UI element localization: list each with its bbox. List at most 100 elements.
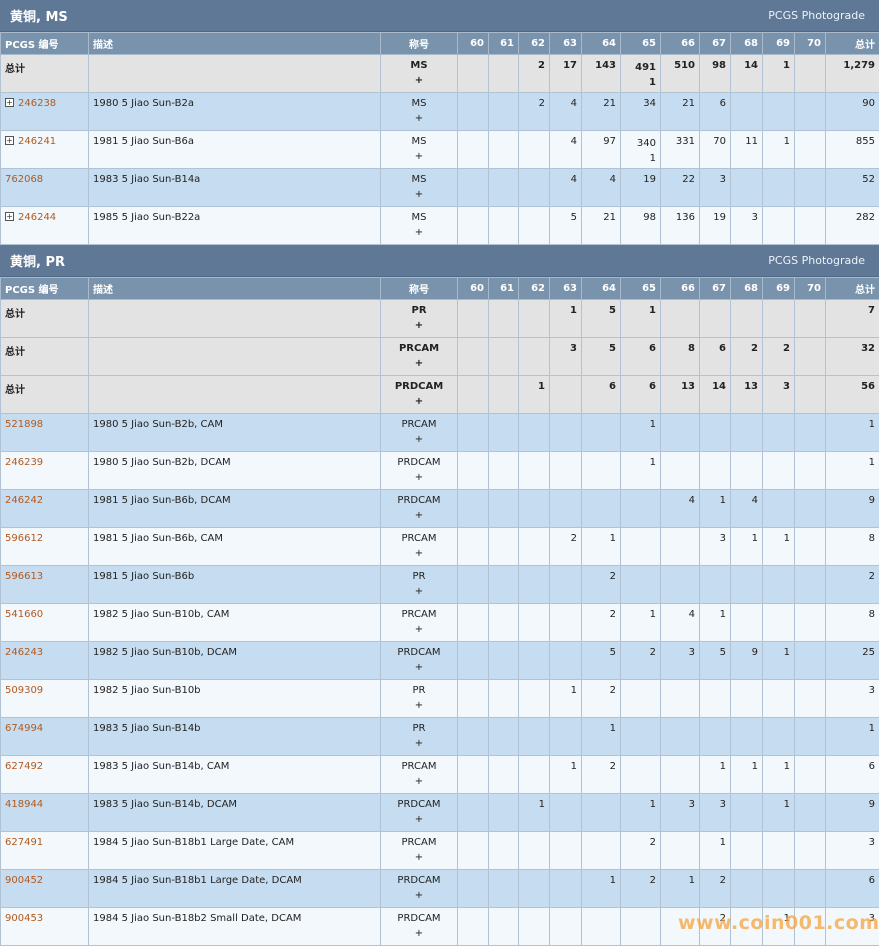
pcgs-number-cell[interactable]: 418944 — [0, 793, 89, 832]
column-header[interactable]: 67 — [699, 32, 731, 55]
column-header[interactable]: 70 — [794, 277, 826, 300]
pcgs-number-cell[interactable]: +246244 — [0, 206, 89, 245]
column-header[interactable]: 称号 — [380, 277, 458, 300]
grade-count-cell — [488, 206, 519, 245]
grade-count-cell: 1 — [699, 831, 731, 870]
column-header[interactable]: 60 — [457, 277, 489, 300]
grade-count-cell — [794, 565, 826, 604]
column-header[interactable]: 63 — [549, 32, 582, 55]
column-header[interactable]: 61 — [488, 32, 519, 55]
pcgs-number-link[interactable]: 246244 — [18, 212, 57, 223]
column-header[interactable]: 66 — [660, 32, 700, 55]
grade-count: 1 — [538, 381, 545, 392]
column-header[interactable]: 62 — [518, 277, 550, 300]
pcgs-number-cell[interactable]: 509309 — [0, 679, 89, 718]
pcgs-number-cell[interactable]: 246239 — [0, 451, 89, 490]
grade-count-cell: 1 — [581, 869, 621, 908]
designation-label: PRCAM — [401, 837, 437, 848]
designation-label: MS — [410, 60, 428, 71]
pcgs-number-link[interactable]: 596613 — [5, 571, 44, 582]
grade-count-cell — [660, 679, 700, 718]
expand-icon[interactable]: + — [5, 136, 14, 145]
total-count-cell: 6 — [825, 755, 879, 794]
pcgs-number-cell[interactable]: +246238 — [0, 92, 89, 131]
plus-label: + — [414, 472, 424, 483]
pcgs-number-cell[interactable]: 627492 — [0, 755, 89, 794]
plus-label: + — [414, 113, 424, 124]
pcgs-number-cell[interactable]: 246243 — [0, 641, 89, 680]
column-header[interactable]: PCGS 编号 — [0, 277, 89, 300]
photograde-link[interactable]: PCGS Photograde — [768, 254, 865, 267]
pcgs-number-link[interactable]: 627491 — [5, 837, 44, 848]
pcgs-number-cell[interactable]: 596612 — [0, 527, 89, 566]
pcgs-number-cell[interactable]: 541660 — [0, 603, 89, 642]
pcgs-number-link[interactable]: 246242 — [5, 495, 44, 506]
grade-count-cell: 34 — [620, 92, 661, 131]
column-header[interactable]: 66 — [660, 277, 700, 300]
total-count-cell: 2 — [825, 565, 879, 604]
grade-count: 19 — [713, 212, 726, 223]
column-header[interactable]: 称号 — [380, 32, 458, 55]
column-header[interactable]: 描述 — [88, 277, 381, 300]
total-count-cell: 32 — [825, 337, 879, 376]
pcgs-number-cell[interactable]: 596613 — [0, 565, 89, 604]
column-header[interactable]: PCGS 编号 — [0, 32, 89, 55]
column-header[interactable]: 62 — [518, 32, 550, 55]
column-header[interactable]: 67 — [699, 277, 731, 300]
column-header[interactable]: 总计 — [825, 277, 879, 300]
grade-count-cell: 3 — [699, 168, 731, 207]
pcgs-number-cell[interactable]: 674994 — [0, 717, 89, 756]
photograde-link[interactable]: PCGS Photograde — [768, 9, 865, 22]
pcgs-number-link[interactable]: 246238 — [18, 98, 57, 109]
pcgs-number-link[interactable]: 762068 — [5, 174, 44, 185]
pcgs-number-cell[interactable]: 627491 — [0, 831, 89, 870]
pcgs-number-link[interactable]: 521898 — [5, 419, 44, 430]
plus-label: + — [414, 227, 424, 238]
grade-count: 19 — [643, 174, 656, 185]
grade-count-cell — [488, 603, 519, 642]
column-header[interactable]: 65 — [620, 277, 661, 300]
column-header[interactable]: 64 — [581, 277, 621, 300]
column-header[interactable]: 70 — [794, 32, 826, 55]
column-header[interactable]: 68 — [730, 277, 763, 300]
column-header[interactable]: 65 — [620, 32, 661, 55]
column-header[interactable]: 61 — [488, 277, 519, 300]
pcgs-number-link[interactable]: 900453 — [5, 913, 44, 924]
total-count-cell: 9 — [825, 793, 879, 832]
grade-count-cell — [762, 206, 795, 245]
column-header[interactable]: 69 — [762, 32, 795, 55]
pcgs-number-cell[interactable]: 246242 — [0, 489, 89, 528]
column-header[interactable]: 64 — [581, 32, 621, 55]
pcgs-number-link[interactable]: 509309 — [5, 685, 44, 696]
column-header[interactable]: 总计 — [825, 32, 879, 55]
column-header[interactable]: 60 — [457, 32, 489, 55]
grade-count-cell — [518, 679, 550, 718]
grade-count-cell — [699, 679, 731, 718]
pcgs-number-link[interactable]: 418944 — [5, 799, 44, 810]
column-header[interactable]: 描述 — [88, 32, 381, 55]
pcgs-number-link[interactable]: 246243 — [5, 647, 44, 658]
column-header[interactable]: 63 — [549, 277, 582, 300]
grade-count-cell: 2 — [581, 565, 621, 604]
pcgs-number-link[interactable]: 674994 — [5, 723, 44, 734]
grade-count: 1 — [649, 305, 656, 316]
grade-count: 17 — [563, 60, 577, 71]
pcgs-number-link[interactable]: 627492 — [5, 761, 44, 772]
expand-icon[interactable]: + — [5, 212, 14, 221]
pcgs-number-cell[interactable]: +246241 — [0, 130, 89, 169]
column-header[interactable]: 69 — [762, 277, 795, 300]
designation-label: PR — [412, 685, 426, 696]
pcgs-number-link[interactable]: 541660 — [5, 609, 44, 620]
pcgs-number-cell[interactable]: 900453 — [0, 907, 89, 946]
expand-icon[interactable]: + — [5, 98, 14, 107]
pcgs-number-cell[interactable]: 521898 — [0, 413, 89, 452]
pcgs-number-link[interactable]: 900452 — [5, 875, 44, 886]
pcgs-number-link[interactable]: 246239 — [5, 457, 44, 468]
grade-count-cell: 21 — [581, 206, 621, 245]
pcgs-number-link[interactable]: 246241 — [18, 136, 57, 147]
column-header[interactable]: 68 — [730, 32, 763, 55]
pcgs-number-cell[interactable]: 762068 — [0, 168, 89, 207]
designation-cell: PR + — [380, 717, 458, 756]
pcgs-number-link[interactable]: 596612 — [5, 533, 44, 544]
pcgs-number-cell[interactable]: 900452 — [0, 869, 89, 908]
